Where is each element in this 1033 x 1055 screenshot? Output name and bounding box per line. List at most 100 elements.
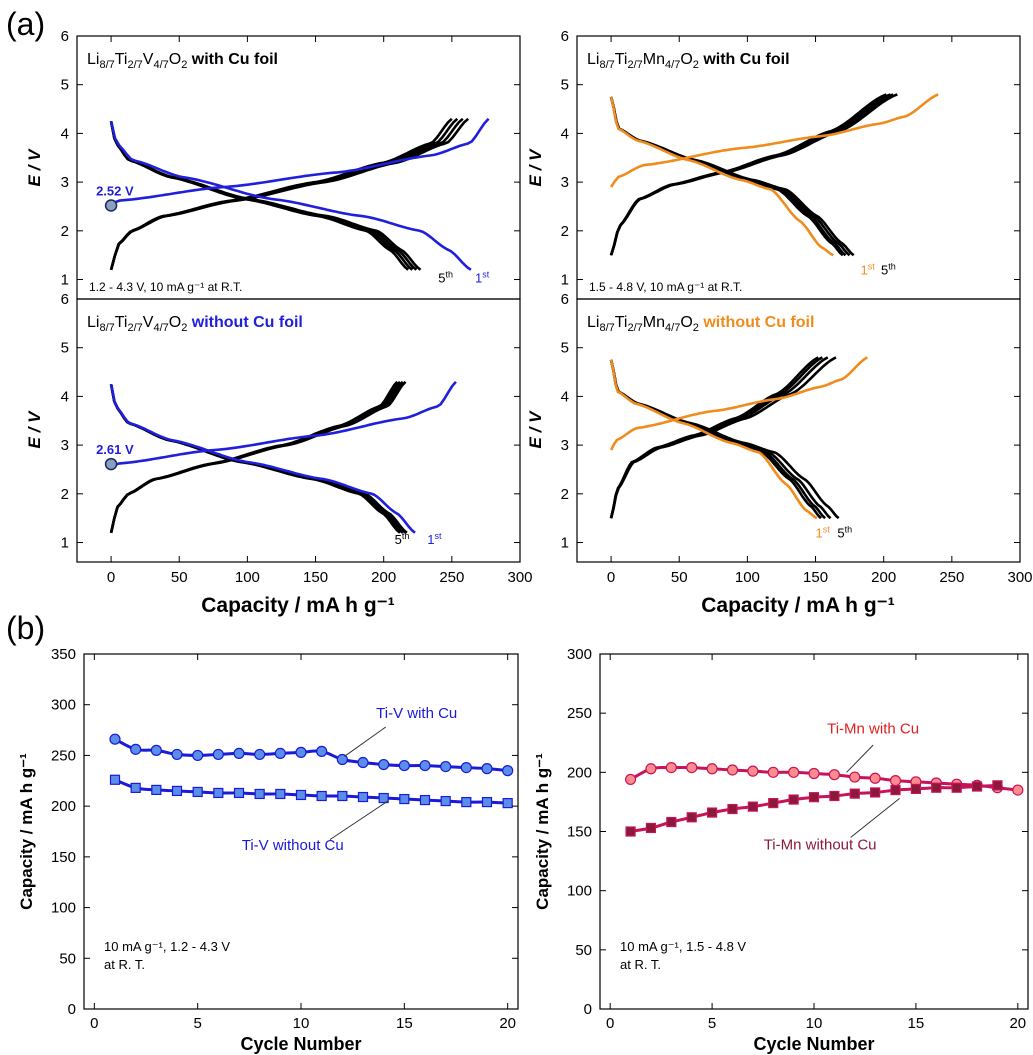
data-point <box>767 766 779 778</box>
x-tick-label: 50 <box>671 569 688 586</box>
y-tick-label: 0 <box>68 1001 76 1018</box>
data-point <box>788 794 799 805</box>
x-tick-label: 15 <box>908 1015 925 1032</box>
first-discharge-curve <box>609 359 818 520</box>
y-tick-label: 250 <box>51 747 76 764</box>
y-tick-label: 6 <box>61 28 69 45</box>
data-point <box>1012 784 1024 796</box>
y-axis-label: E / V <box>25 148 44 187</box>
y-tick-label: 4 <box>61 125 69 142</box>
compound-title: Li8/7Ti2/7V4/7O2 without Cu foil <box>87 314 303 334</box>
data-point <box>869 772 881 784</box>
data-point <box>971 781 983 792</box>
y-tick-label: 350 <box>51 646 76 663</box>
data-point <box>419 794 431 806</box>
data-point <box>502 797 513 809</box>
data-point <box>357 756 369 769</box>
first-charge-curve <box>610 93 939 188</box>
x-axis-label: Capacity / mA h g⁻¹ <box>701 594 895 617</box>
annotation-leader <box>850 797 900 838</box>
data-point <box>295 789 307 801</box>
x-tick-label: 150 <box>803 569 828 586</box>
data-point <box>665 761 677 774</box>
data-point <box>419 759 431 772</box>
charge-curve <box>609 93 887 256</box>
x-tick-label: 0 <box>107 569 115 586</box>
data-point <box>460 761 472 774</box>
data-point <box>192 786 203 798</box>
x-tick-label: 100 <box>735 569 760 586</box>
ocv-label: 2.61 V <box>96 442 134 457</box>
data-point <box>481 763 493 775</box>
x-tick-label: 10 <box>293 1015 310 1032</box>
y-tick-label: 200 <box>567 764 592 781</box>
x-tick-label: 300 <box>1007 569 1032 586</box>
plot-frame <box>576 35 1021 300</box>
data-point <box>151 784 162 796</box>
y-tick-label: 3 <box>561 174 569 191</box>
charge-curve <box>609 93 892 256</box>
y-tick-label: 300 <box>567 646 592 663</box>
x-tick-label: 5 <box>193 1015 201 1032</box>
data-point <box>357 791 369 803</box>
data-point <box>440 760 452 773</box>
series-annotation: Ti-Mn without Cu <box>764 836 877 853</box>
data-point <box>130 782 141 793</box>
data-point <box>233 747 245 760</box>
first-charge-curve <box>609 356 868 451</box>
charge-curve <box>109 380 407 534</box>
discharge-curve <box>609 359 840 520</box>
y-tick-label: 5 <box>561 77 569 94</box>
data-point <box>727 803 738 815</box>
series-annotation: Ti-V without Cu <box>242 837 344 854</box>
data-point <box>109 774 121 785</box>
x-tick-label: 150 <box>303 569 328 586</box>
y-tick-label: 4 <box>61 388 69 405</box>
data-point <box>274 747 286 760</box>
data-point <box>645 822 657 834</box>
condition-label: at R. T. <box>620 957 661 972</box>
data-point <box>150 744 162 756</box>
chart-a-tr: 1st 5th 1 2 3 4 5 6 Li8/7Ti2/7Mn4/7O2 with Cu fo… <box>561 28 1021 300</box>
cycle-label: 1st <box>861 262 876 278</box>
data-point <box>213 787 224 799</box>
annotation-leader <box>344 726 387 757</box>
y-tick-label: 150 <box>567 824 592 841</box>
y-axis-label: Capacity / mA h g⁻¹ <box>17 753 36 910</box>
condition-label: 1.5 - 4.8 V, 10 mA g⁻¹ at R.T. <box>589 280 742 294</box>
compound-title: Li8/7Ti2/7Mn4/7O2 without Cu foil <box>587 314 814 334</box>
data-point <box>849 788 860 799</box>
ocv-marker <box>104 199 118 212</box>
data-point <box>808 767 820 780</box>
x-tick-label: 20 <box>499 1015 516 1032</box>
data-point <box>378 758 390 771</box>
first-discharge-curve <box>109 383 416 534</box>
y-axis-label: Capacity / mA h g⁻¹ <box>533 753 552 910</box>
chart-a-bl: 2.61 V 5th 1st 1 2 3 4 5 6 0 50 100 150 200 250 300 Li8/… <box>61 291 533 586</box>
y-tick-label: 1 <box>561 272 569 289</box>
x-tick-label: 0 <box>607 569 615 586</box>
y-tick-label: 100 <box>51 900 76 917</box>
plot-frame <box>576 298 1021 563</box>
data-point <box>109 733 121 745</box>
x-tick-label: 0 <box>606 1015 614 1032</box>
y-tick-label: 6 <box>561 28 569 45</box>
data-point <box>440 795 451 807</box>
data-point <box>295 746 307 758</box>
data-point <box>747 765 759 777</box>
panel-b-label: (b) <box>6 610 46 646</box>
x-tick-label: 0 <box>90 1015 98 1032</box>
cycle-label: 5th <box>881 262 896 278</box>
discharge-curve <box>109 120 422 271</box>
data-point <box>254 788 265 800</box>
cycle-label: 1st <box>816 525 831 541</box>
data-point <box>233 787 245 799</box>
cycle-label: 5th <box>395 531 410 547</box>
chart-a-tl: 2.52 V 5th 1st 1 2 3 4 5 6 Li8/7Ti2/7V4/7O2 with … <box>61 28 521 300</box>
data-point <box>645 763 657 775</box>
compound-title: Li8/7Ti2/7V4/7O2 with Cu foil <box>87 51 278 71</box>
x-tick-label: 20 <box>1009 1015 1026 1032</box>
ocv-marker <box>104 457 118 471</box>
y-tick-label: 5 <box>561 340 569 357</box>
x-tick-label: 250 <box>939 569 964 586</box>
